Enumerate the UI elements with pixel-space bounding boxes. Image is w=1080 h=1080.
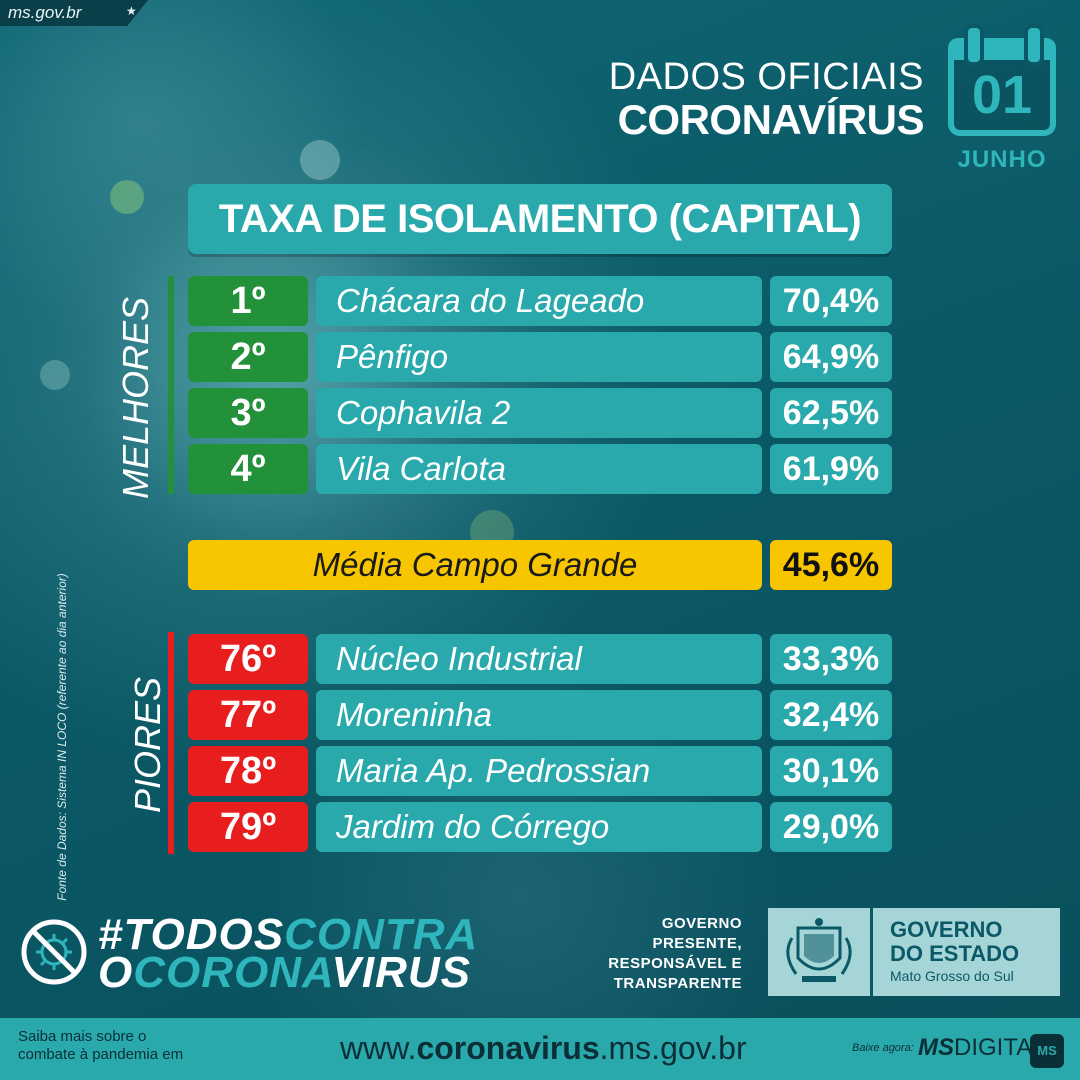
best-divider-line	[168, 276, 174, 494]
footer-info: Saiba mais sobre o combate à pandemia em	[18, 1028, 183, 1064]
tagline-line: TRANSPARENTE	[613, 975, 742, 992]
website-link[interactable]: www.coronavirus.ms.gov.br	[340, 1030, 747, 1067]
calendar-icon: 01	[948, 24, 1056, 136]
best-section-label: MELHORES	[115, 296, 156, 499]
campaign-line1: #TODOSCONTRA	[98, 913, 478, 957]
campaign-contra: CONTRA	[284, 910, 479, 959]
government-tagline: GOVERNO PRESENTE, RESPONSÁVEL E TRANSPAR…	[608, 914, 742, 994]
neighborhood-name: Jardim do Córrego	[316, 802, 762, 852]
government-name-line: GOVERNO	[890, 917, 1003, 942]
isolation-rate: 70,4%	[770, 276, 892, 326]
campaign-line2: OCORONAVIRUS	[98, 951, 471, 995]
page-title: TAXA DE ISOLAMENTO (CAPITAL)	[218, 197, 862, 241]
footer-info-line: combate à pandemia em	[18, 1046, 184, 1063]
virus-spike-decoration	[40, 360, 70, 390]
isolation-rate: 33,3%	[770, 634, 892, 684]
neighborhood-name: Vila Carlota	[316, 444, 762, 494]
rank-badge: 78º	[188, 746, 308, 796]
neighborhood-name: Núcleo Industrial	[316, 634, 762, 684]
state-crest-icon	[786, 918, 852, 982]
header-line1: DADOS OFICIAIS	[608, 56, 924, 98]
worst-divider-line	[168, 632, 174, 854]
campaign-corona: CORONA	[133, 948, 332, 997]
footer-info-line: Saiba mais sobre o	[18, 1028, 147, 1045]
calendar-month: JUNHO	[957, 146, 1047, 173]
neighborhood-name: Pênfigo	[316, 332, 762, 382]
virus-spike-decoration	[110, 180, 144, 214]
virus-spike-decoration	[300, 140, 340, 180]
header-line2: CORONAVÍRUS	[617, 96, 925, 143]
campaign-o: O	[98, 948, 134, 997]
isolation-rate: 61,9%	[770, 444, 892, 494]
average-label: Média Campo Grande	[188, 540, 762, 590]
url-suffix: .ms.gov.br	[599, 1030, 747, 1066]
rank-badge: 3º	[188, 388, 308, 438]
rank-badge: 76º	[188, 634, 308, 684]
ms-digital-app-link[interactable]: MSDIGITAL	[918, 1034, 1046, 1062]
tagline-line: PRESENTE,	[652, 935, 742, 952]
data-source-note: Fonte de Dados: Sistema IN LOCO (referen…	[55, 573, 69, 901]
isolation-rate: 64,9%	[770, 332, 892, 382]
site-tag: ms.gov.br ★	[0, 0, 148, 26]
average-rate: 45,6%	[770, 540, 892, 590]
rank-badge: 1º	[188, 276, 308, 326]
neighborhood-name: Moreninha	[316, 690, 762, 740]
calendar-day: 01	[971, 65, 1033, 125]
campaign-todos: #TODOS	[98, 910, 285, 959]
campaign-virus: VIRUS	[331, 948, 472, 997]
download-label: Baixe agora:	[852, 1042, 914, 1054]
isolation-rate: 62,5%	[770, 388, 892, 438]
neighborhood-name: Chácara do Lageado	[316, 276, 762, 326]
footer-bar: Saiba mais sobre o combate à pandemia em…	[0, 1018, 1080, 1080]
url-domain: coronavirus	[416, 1030, 600, 1066]
rank-badge: 79º	[188, 802, 308, 852]
isolation-rate: 29,0%	[770, 802, 892, 852]
site-tag-text: ms.gov.br	[8, 3, 82, 22]
state-name: Mato Grosso do Sul	[890, 968, 1014, 984]
url-prefix: www.	[340, 1030, 417, 1066]
government-name-line: DO ESTADO	[890, 941, 1020, 966]
star-icon: ★	[126, 4, 137, 18]
rank-badge: 4º	[188, 444, 308, 494]
app-logo-icon[interactable]: MS	[1030, 1034, 1064, 1068]
tagline-line: GOVERNO	[661, 915, 742, 932]
isolation-rate: 32,4%	[770, 690, 892, 740]
app-name-bold: MS	[918, 1034, 954, 1061]
rank-badge: 2º	[188, 332, 308, 382]
government-logo: GOVERNO DO ESTADO Mato Grosso do Sul	[768, 908, 1060, 996]
government-name: GOVERNO DO ESTADO	[890, 918, 1019, 966]
isolation-rate: 30,1%	[770, 746, 892, 796]
title-box: TAXA DE ISOLAMENTO (CAPITAL)	[188, 184, 892, 254]
tagline-line: RESPONSÁVEL E	[608, 955, 742, 972]
worst-section-label: PIORES	[127, 676, 168, 814]
rank-badge: 77º	[188, 690, 308, 740]
neighborhood-name: Maria Ap. Pedrossian	[316, 746, 762, 796]
neighborhood-name: Cophavila 2	[316, 388, 762, 438]
no-virus-icon	[21, 919, 87, 985]
